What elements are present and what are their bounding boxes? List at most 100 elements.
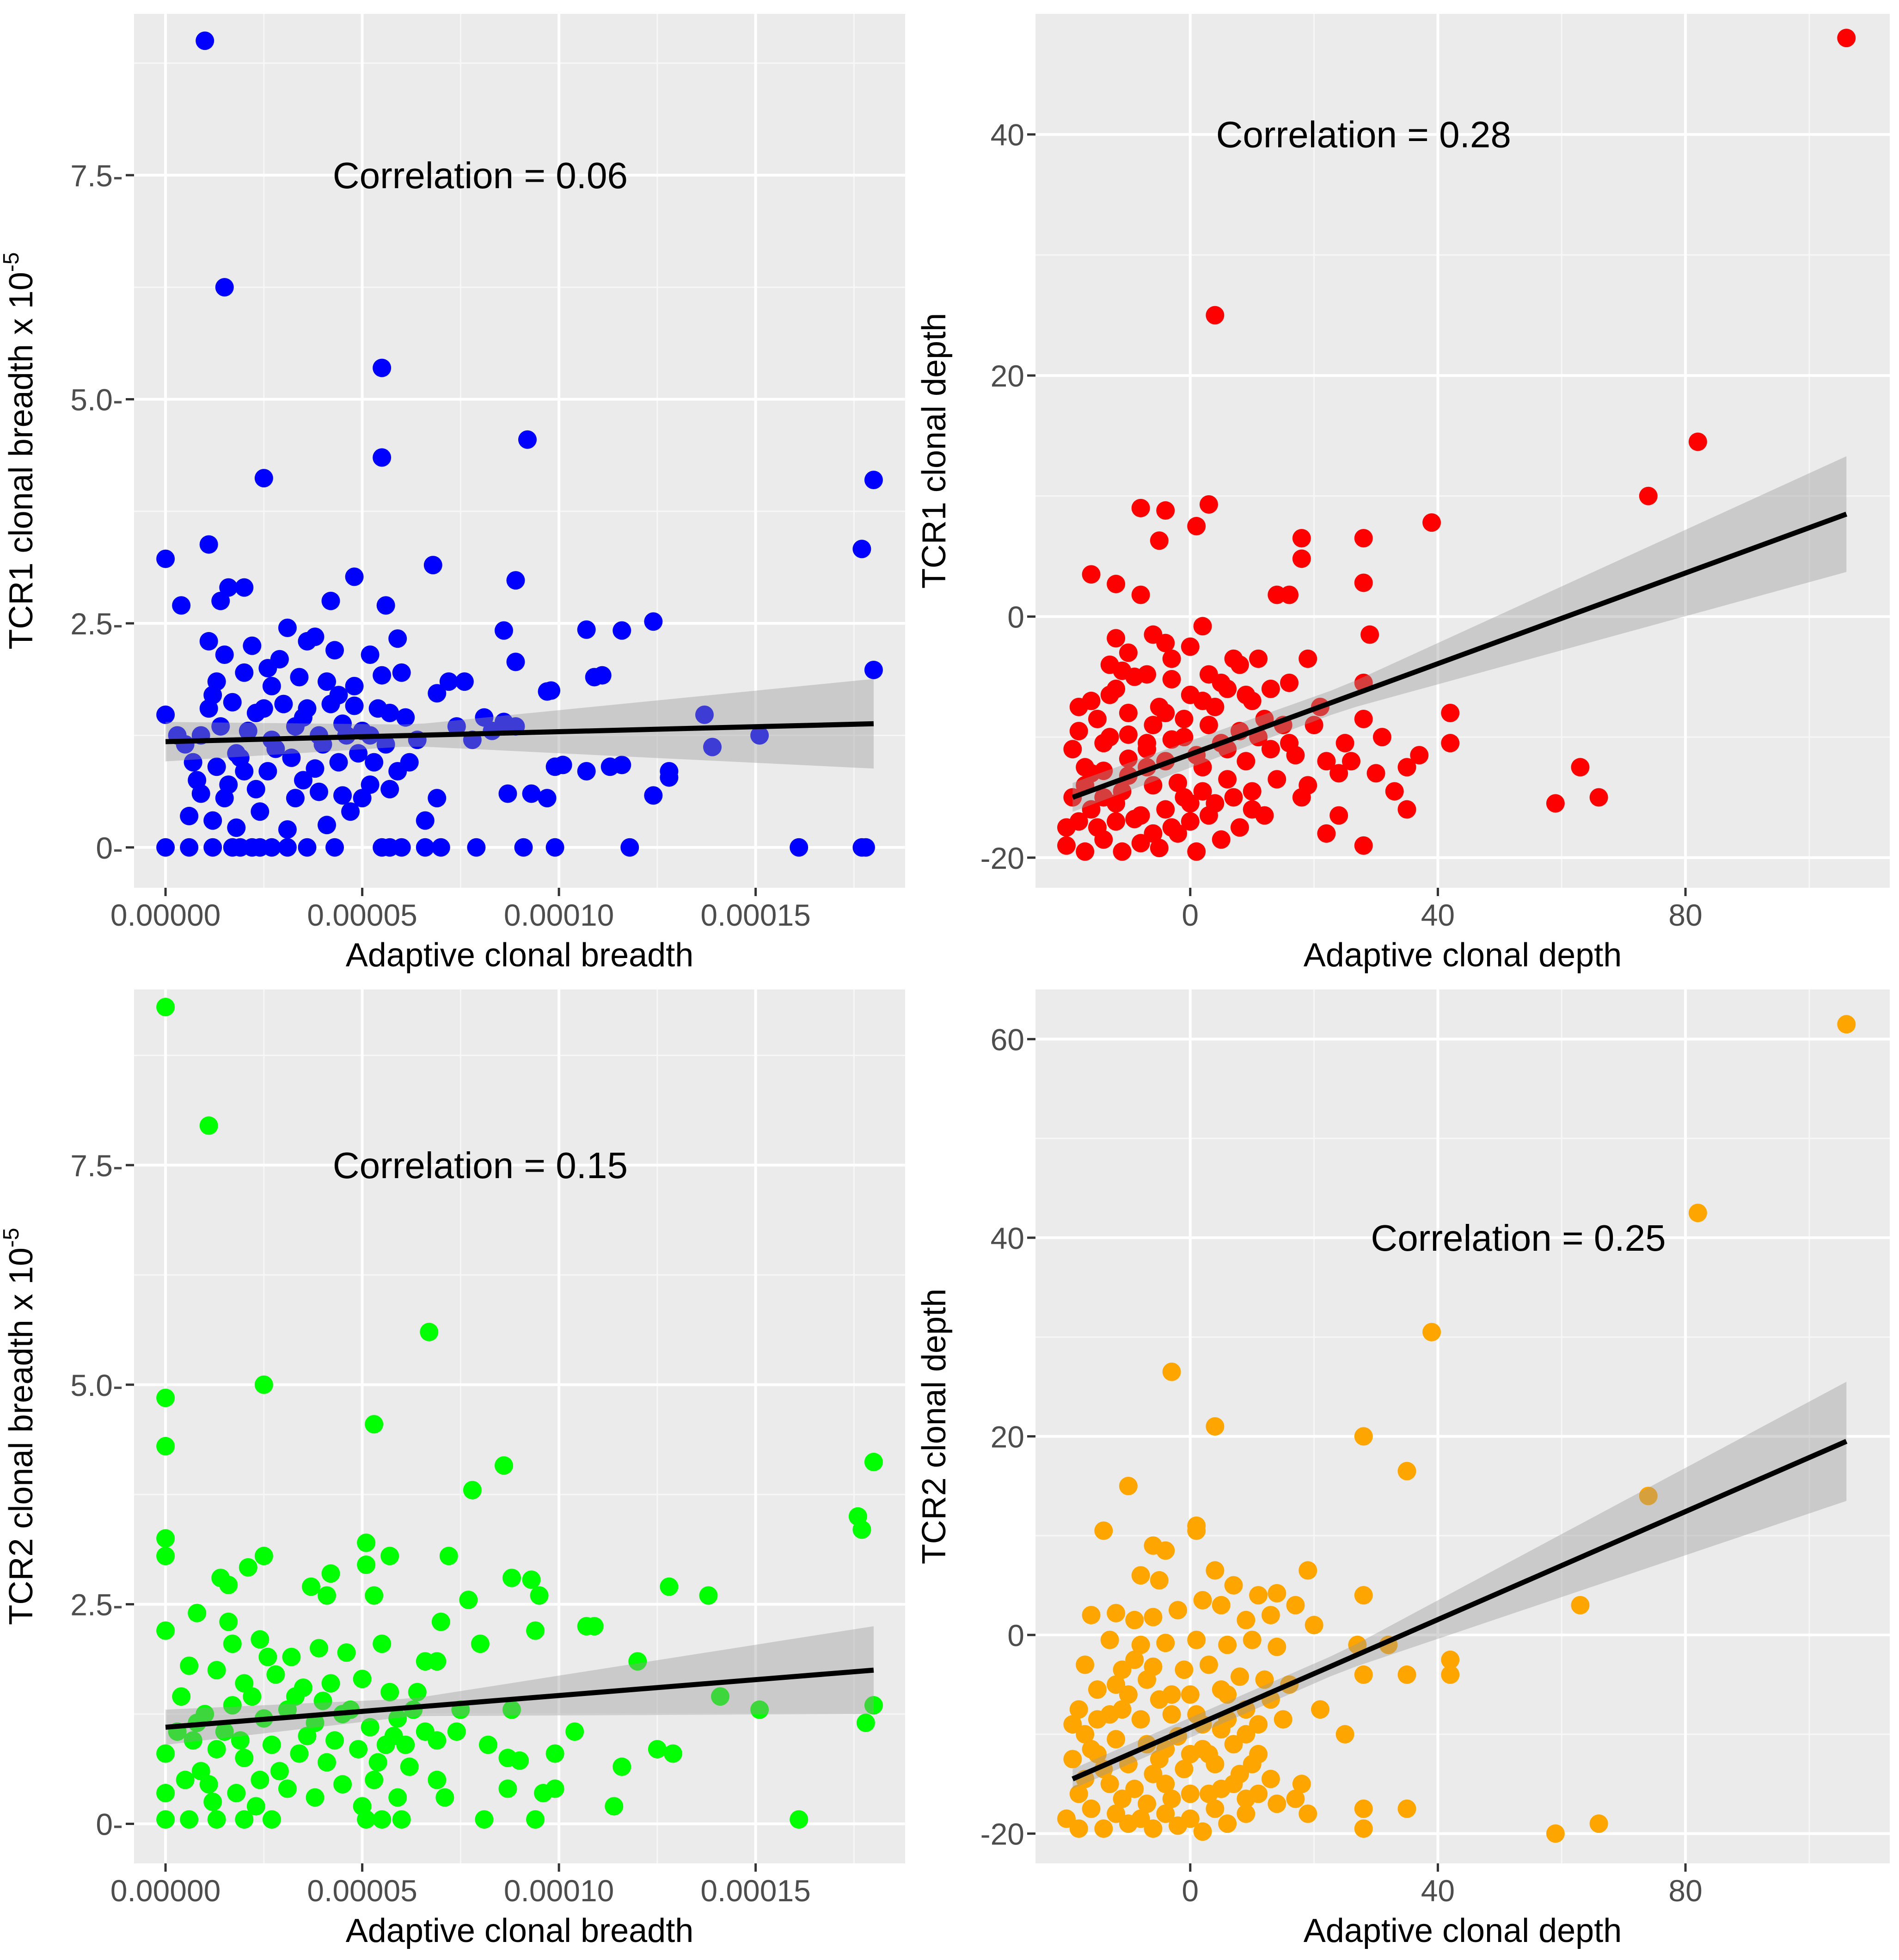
data-point xyxy=(613,756,631,774)
data-point xyxy=(1169,1816,1187,1835)
data-point xyxy=(1088,818,1107,837)
data-point xyxy=(1385,782,1404,801)
data-point xyxy=(251,802,270,821)
data-point xyxy=(593,666,612,685)
data-point xyxy=(1218,770,1237,789)
data-point xyxy=(1150,1571,1169,1590)
panel-top-left: Correlation = 0.06 0.00000 0.00005 0.00010 0… xyxy=(0,14,905,974)
data-point xyxy=(262,1735,281,1754)
data-point xyxy=(1305,1616,1323,1634)
data-point xyxy=(1107,575,1126,594)
correlation-annotation: Correlation = 0.28 xyxy=(1216,114,1511,155)
data-point xyxy=(219,578,238,597)
data-point xyxy=(545,838,564,857)
data-point xyxy=(408,1683,427,1702)
x-tick-label: 0.00005 xyxy=(307,898,417,932)
data-point xyxy=(1088,1710,1107,1729)
x-axis-title: Adaptive clonal breadth xyxy=(346,937,694,974)
data-point xyxy=(1212,1596,1231,1615)
data-point xyxy=(278,1779,297,1798)
panel-bottom-right: Correlation = 0.25 0 40 80 -20 0 20 40 60 Adaptiv… xyxy=(916,989,1890,1949)
data-point xyxy=(1094,1521,1113,1540)
data-point xyxy=(1187,1705,1206,1724)
data-point xyxy=(1441,734,1460,753)
x-axis-title: Adaptive clonal depth xyxy=(1304,1912,1622,1949)
data-point xyxy=(1261,740,1280,759)
data-point xyxy=(1156,1740,1175,1759)
data-point xyxy=(1125,667,1144,686)
data-point xyxy=(1546,1824,1565,1843)
data-point xyxy=(231,1731,250,1750)
data-point xyxy=(373,448,392,467)
data-point xyxy=(286,789,305,808)
data-point xyxy=(1268,1637,1286,1656)
data-point xyxy=(577,762,596,780)
data-points xyxy=(156,997,883,1829)
data-point xyxy=(545,1779,564,1798)
data-point xyxy=(294,708,312,727)
data-point xyxy=(1119,750,1138,768)
data-point xyxy=(1156,501,1175,520)
data-point xyxy=(1292,549,1311,568)
data-point xyxy=(498,784,517,803)
data-point xyxy=(1224,1576,1243,1595)
data-point xyxy=(345,696,364,715)
data-point xyxy=(1280,734,1299,753)
data-point xyxy=(1199,1745,1218,1763)
data-point xyxy=(309,1639,328,1658)
data-point xyxy=(518,430,537,449)
data-point xyxy=(235,762,254,780)
y-tick-label: 5.0- xyxy=(70,383,123,417)
data-point xyxy=(1119,725,1138,744)
panel-bottom-left: Correlation = 0.15 0.00000 0.00005 0.00010 0… xyxy=(0,989,905,1949)
regression-line xyxy=(165,1667,874,1730)
data-point xyxy=(1131,498,1150,517)
data-point xyxy=(1144,776,1163,795)
data-point xyxy=(223,1634,242,1653)
data-point xyxy=(1237,1804,1256,1823)
data-point xyxy=(475,708,494,727)
data-point xyxy=(318,816,336,835)
data-point xyxy=(156,1389,175,1407)
y-axis-title-exponent: -5 xyxy=(0,1228,24,1247)
data-point xyxy=(1589,788,1608,807)
data-point xyxy=(1162,670,1181,689)
data-point xyxy=(1175,710,1194,729)
data-point xyxy=(219,1612,238,1631)
data-point xyxy=(1131,1710,1150,1729)
data-point xyxy=(313,1691,332,1710)
data-point xyxy=(1218,1635,1237,1654)
y-tick-label: 0- xyxy=(96,1807,123,1842)
data-point xyxy=(1292,1775,1311,1794)
data-point xyxy=(1199,1784,1218,1803)
data-point xyxy=(856,838,875,857)
data-point xyxy=(392,663,411,682)
data-point xyxy=(1243,691,1262,710)
data-point xyxy=(215,645,234,664)
data-point xyxy=(321,1674,340,1693)
x-tick-label: 40 xyxy=(1421,1874,1455,1908)
data-point xyxy=(628,1652,647,1671)
data-point xyxy=(239,1558,257,1577)
data-point xyxy=(258,659,277,678)
data-point xyxy=(1571,758,1590,777)
data-point xyxy=(203,811,222,830)
data-point xyxy=(262,1810,281,1829)
data-point xyxy=(1335,734,1354,753)
data-point xyxy=(361,645,380,664)
data-point xyxy=(333,786,352,805)
data-point xyxy=(1193,758,1212,777)
data-point xyxy=(1688,1204,1707,1223)
data-point xyxy=(545,1744,564,1763)
data-point xyxy=(1571,1596,1590,1615)
x-axis-title: Adaptive clonal depth xyxy=(1304,937,1622,974)
data-point xyxy=(1243,800,1262,819)
data-point xyxy=(1243,1630,1262,1649)
y-tick-label: 0 xyxy=(1007,600,1024,634)
data-point xyxy=(514,838,533,857)
data-point xyxy=(1088,1680,1107,1699)
x-tick-label: 40 xyxy=(1421,898,1455,932)
x-tick-label: 0 xyxy=(1182,1874,1199,1908)
data-point xyxy=(1199,495,1218,514)
y-tick-label: 7.5- xyxy=(70,159,123,193)
